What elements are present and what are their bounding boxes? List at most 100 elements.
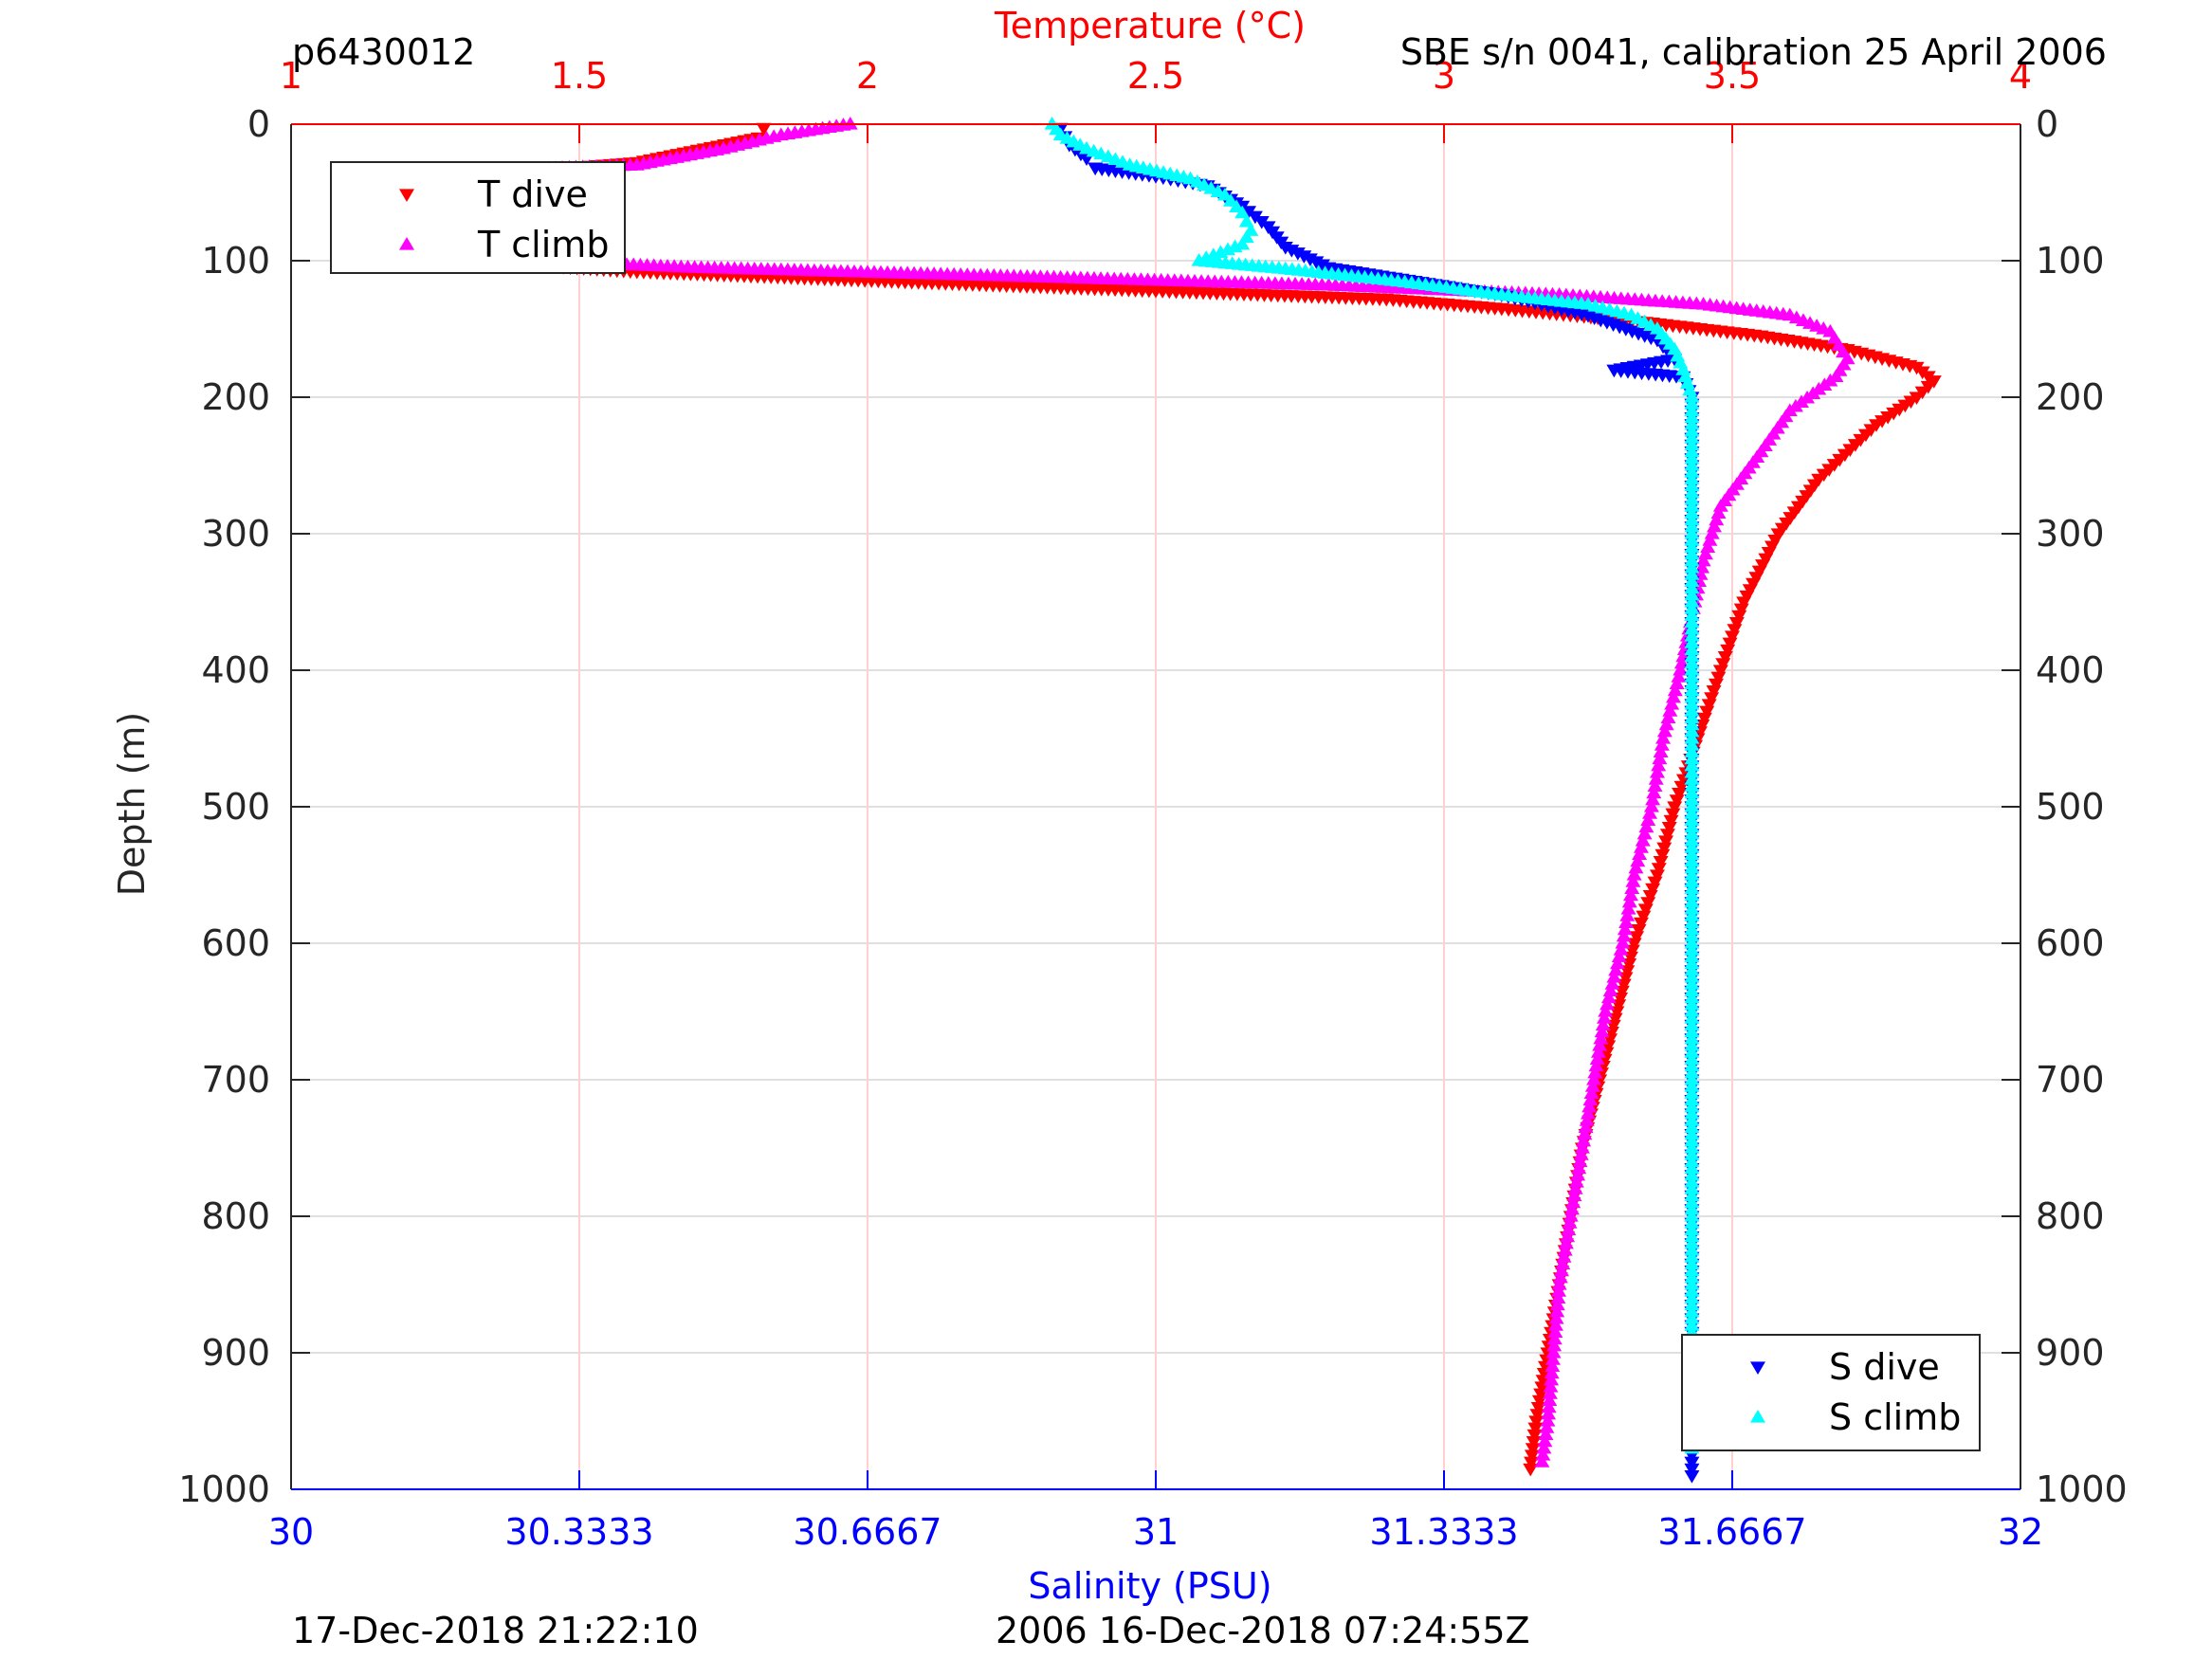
s-dive-point xyxy=(1684,1463,1700,1477)
t-climb-point xyxy=(1645,792,1661,806)
temperature-tick-label: 3 xyxy=(1433,55,1455,97)
t-climb-point xyxy=(1695,553,1711,567)
s-climb-point xyxy=(1684,840,1700,853)
s-climb-point xyxy=(1684,785,1700,799)
t-climb-point xyxy=(1545,1345,1562,1358)
s-climb-point xyxy=(1684,1030,1700,1045)
s-climb-point xyxy=(1684,778,1700,792)
s-climb-point xyxy=(1684,1277,1700,1290)
s-climb-point xyxy=(1684,765,1700,778)
depth-tick-label-right: 200 xyxy=(2036,376,2105,418)
t-climb-point xyxy=(1598,1004,1614,1017)
depth-tick-label-right: 600 xyxy=(2036,922,2105,964)
salinity-axis-title: Salinity (PSU) xyxy=(1028,1565,1271,1607)
t-climb-point xyxy=(1624,881,1640,894)
t-climb-point xyxy=(1632,847,1648,860)
s-climb-point xyxy=(1684,689,1700,703)
t-climb-point xyxy=(1540,1413,1556,1427)
t-dive-point xyxy=(1523,1463,1539,1477)
s-climb-point xyxy=(1684,444,1700,458)
depth-tick-label-left: 200 xyxy=(201,376,270,418)
t-climb-point xyxy=(1628,860,1644,874)
depth-tick-label-left: 700 xyxy=(201,1059,270,1101)
s-climb-point xyxy=(1684,410,1700,424)
t-climb-point xyxy=(1547,1318,1563,1331)
s-climb-point xyxy=(1684,1120,1700,1133)
t-climb-point xyxy=(1662,703,1678,717)
t-climb-point xyxy=(1538,1427,1554,1440)
axes-layer: 0 0 100 100 200 200 300 300 400 400 500 500 600 600 70… xyxy=(178,55,2127,1553)
t-dive-point xyxy=(1654,848,1671,863)
s-climb-point xyxy=(1684,1011,1700,1024)
t-climb-point xyxy=(1587,1065,1603,1079)
t-climb-point xyxy=(1549,1304,1565,1318)
s-climb-point xyxy=(1684,1318,1700,1331)
s-climb-point xyxy=(1684,1249,1700,1263)
t-climb-point xyxy=(1622,887,1638,902)
s-climb-point xyxy=(1684,942,1700,956)
s-climb-point xyxy=(1684,902,1700,915)
t-climb-point xyxy=(1654,738,1670,751)
s-climb-point xyxy=(1238,213,1254,228)
t-climb-point xyxy=(1566,1188,1582,1201)
t-dive-point xyxy=(1701,699,1717,712)
t-climb-point xyxy=(1547,1324,1563,1338)
s-climb-point xyxy=(1684,587,1700,601)
t-climb-point xyxy=(1541,1406,1557,1420)
s-climb-point xyxy=(1684,996,1700,1011)
s-climb-point xyxy=(1684,881,1700,894)
t-dive-point xyxy=(1708,678,1724,692)
t-climb-point xyxy=(1667,683,1683,697)
s-climb-point xyxy=(1684,976,1700,990)
t-dive-point xyxy=(1524,1449,1540,1463)
t-climb-point xyxy=(1556,1249,1572,1263)
t-climb-point xyxy=(1570,1167,1586,1181)
s-climb-point xyxy=(1684,970,1700,983)
t-climb-point xyxy=(1633,840,1649,853)
s-climb-point xyxy=(1684,1045,1700,1058)
s-climb-point xyxy=(1684,484,1700,499)
t-climb-point xyxy=(1584,1079,1600,1092)
s-climb-point xyxy=(1684,655,1700,669)
t-dive-point xyxy=(1629,931,1645,944)
legend-box xyxy=(330,161,626,274)
t-climb-point xyxy=(1549,1297,1565,1311)
t-dive-point xyxy=(1645,883,1661,897)
t-dive-point xyxy=(1526,1436,1542,1449)
s-climb-point xyxy=(1684,806,1700,819)
t-dive-point xyxy=(1725,630,1740,644)
s-climb-point xyxy=(1684,390,1700,403)
s-climb-point xyxy=(1684,519,1700,533)
depth-tick-label-right: 0 xyxy=(2036,103,2058,145)
temperature-tick-label: 3.5 xyxy=(1704,55,1761,97)
t-climb-point xyxy=(1545,1352,1561,1365)
t-climb-point xyxy=(1651,757,1667,772)
t-climb-point xyxy=(1546,1338,1563,1352)
depth-tick-label-left: 1000 xyxy=(178,1468,270,1510)
s-climb-point xyxy=(1684,574,1700,587)
s-climb-point xyxy=(1684,1058,1700,1072)
s-climb-point xyxy=(1684,1235,1700,1249)
t-climb-point xyxy=(1544,1372,1560,1386)
legend-temperature: T dive T climb xyxy=(330,161,626,274)
legend-box xyxy=(1681,1334,1981,1451)
salinity-tick-label: 32 xyxy=(1998,1511,2043,1553)
s-climb-point xyxy=(1684,1243,1700,1256)
s-climb-point xyxy=(1684,1311,1700,1324)
t-climb-point xyxy=(1611,949,1627,962)
s-climb-point xyxy=(1684,962,1700,976)
s-climb-point xyxy=(1684,1229,1700,1243)
t-dive-point xyxy=(1527,1422,1544,1436)
t-climb-point xyxy=(1544,1365,1560,1379)
depth-tick-label-right: 100 xyxy=(2036,240,2105,282)
profile-id-label: p6430012 xyxy=(292,31,475,73)
t-dive-point xyxy=(1642,890,1658,903)
t-climb-point xyxy=(1655,731,1672,744)
s-climb-point xyxy=(1684,887,1700,902)
temperature-tick-label: 1.5 xyxy=(551,55,608,97)
t-dive-point xyxy=(756,122,772,137)
t-climb-point xyxy=(1571,1160,1587,1175)
s-climb-point xyxy=(1234,205,1251,219)
t-dive-point xyxy=(1672,788,1688,801)
t-climb-point xyxy=(1642,806,1658,819)
